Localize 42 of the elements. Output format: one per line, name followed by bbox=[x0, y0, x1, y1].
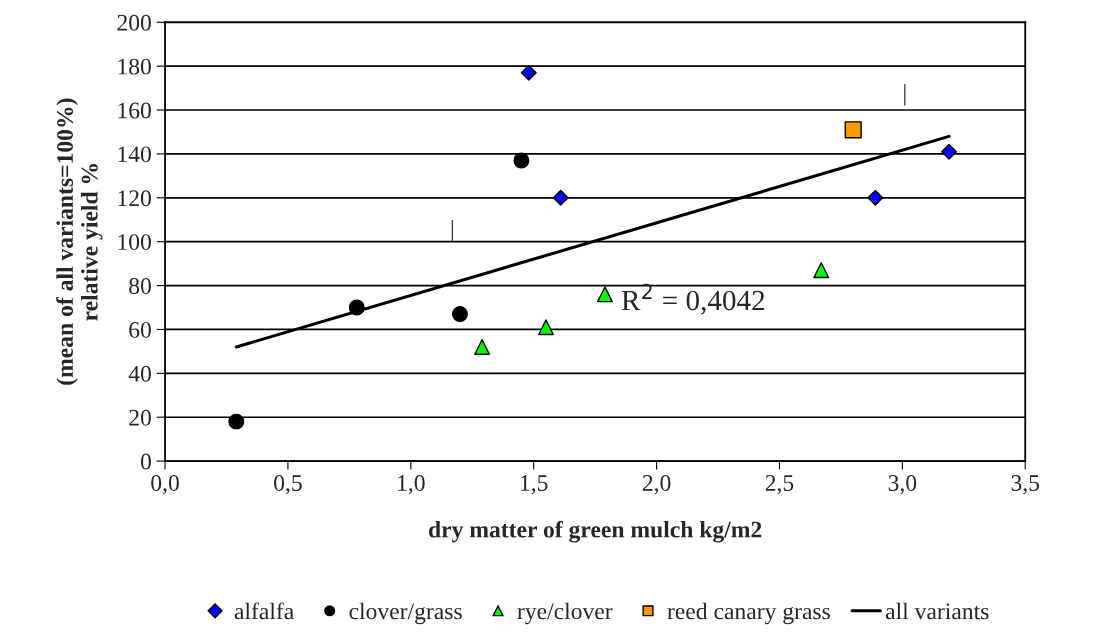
x-tick-label: 0,5 bbox=[274, 474, 302, 495]
legend-label: clover/grass bbox=[349, 602, 462, 625]
x-tick-label: 1,0 bbox=[398, 474, 425, 495]
point bbox=[552, 189, 569, 206]
point bbox=[538, 319, 554, 336]
legend-label: alfalfa bbox=[234, 602, 294, 620]
point bbox=[474, 339, 491, 355]
point bbox=[941, 143, 958, 160]
annotation: | bbox=[904, 83, 906, 106]
legend-label: rye/clover bbox=[517, 602, 613, 625]
y-tick-label: 60 bbox=[129, 321, 151, 338]
x-tick-label: 3,5 bbox=[1011, 475, 1040, 495]
legend-label: reed canary grass bbox=[667, 602, 830, 625]
y-tick-label: 120 bbox=[118, 190, 151, 207]
point bbox=[596, 286, 613, 303]
y-tick-label: 140 bbox=[118, 146, 151, 163]
point bbox=[513, 152, 530, 169]
annotation: | bbox=[451, 219, 453, 242]
point bbox=[451, 306, 468, 323]
legend-label: all variants bbox=[885, 602, 989, 620]
x-tick-label: 2,5 bbox=[765, 475, 794, 495]
x-tick-label: 0,0 bbox=[151, 474, 179, 495]
x-tick-label: 1,5 bbox=[521, 475, 548, 495]
y-tick-label: 180 bbox=[118, 58, 151, 75]
y-axis-title: (mean of all variants=100%) relative yield % bbox=[56, 98, 103, 385]
y-tick-label: 200 bbox=[117, 14, 151, 31]
y-tick-label: 40 bbox=[128, 365, 151, 382]
point bbox=[844, 121, 862, 139]
x-tick-label: 2,0 bbox=[642, 474, 671, 495]
y-tick-label: 160 bbox=[118, 102, 151, 119]
point bbox=[520, 64, 537, 81]
x-axis-title: dry matter of green mulch kg/m2 bbox=[428, 520, 762, 543]
annotation: R$^{2}$ = 0,4042 bbox=[621, 283, 765, 315]
point bbox=[867, 189, 884, 206]
point bbox=[813, 262, 830, 279]
point bbox=[228, 413, 245, 430]
y-tick-label: 80 bbox=[129, 278, 151, 294]
y-tick-label: 20 bbox=[129, 409, 151, 426]
x-tick-label: 3,0 bbox=[888, 474, 917, 495]
y-tick-label: 100 bbox=[118, 234, 151, 251]
y-tick-label: 0 bbox=[140, 453, 151, 470]
point bbox=[348, 299, 365, 316]
